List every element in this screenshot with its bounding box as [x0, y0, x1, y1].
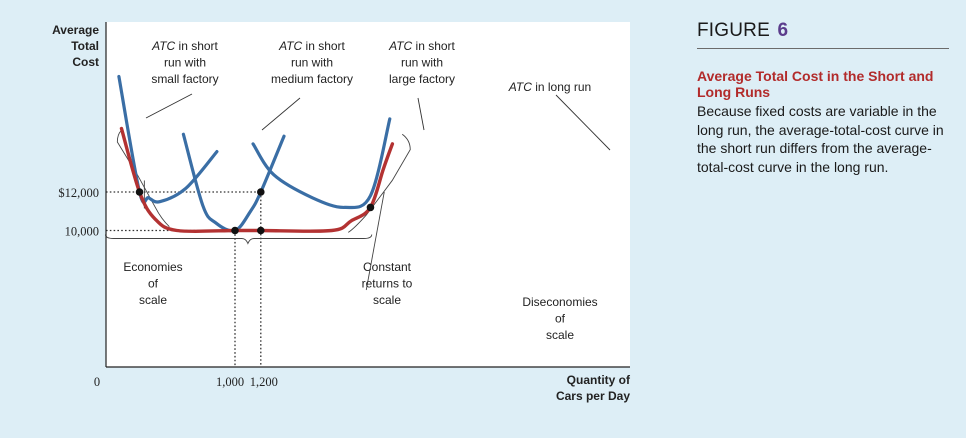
region-label: scale: [546, 328, 574, 342]
short-run-atc-curve: [251, 117, 392, 210]
bracket-diseconomies: [348, 133, 411, 233]
region-label: of: [148, 277, 159, 291]
leader-medium-factory: [261, 97, 301, 131]
marked-points: [135, 188, 375, 235]
leader-long-run: [555, 94, 611, 151]
figure-number: 6: [777, 20, 789, 41]
x-tick-label: 1,200: [250, 375, 278, 389]
region-label: scale: [373, 293, 401, 307]
y-tick-label: $12,000: [58, 186, 99, 200]
figure-word: FIGURE: [697, 20, 770, 41]
origin-label: 0: [94, 375, 100, 389]
region-label: Constant: [363, 260, 412, 274]
figure-panel: FIGURE 6 Average Total Cost in the Short…: [697, 20, 949, 176]
curve-label: run with: [291, 56, 333, 70]
region-label: Economies: [123, 260, 182, 274]
curve-label: ATC in short: [278, 39, 345, 53]
axes: [105, 22, 630, 368]
x-axis-title: Cars per Day: [556, 389, 630, 403]
data-point: [257, 226, 265, 235]
region-label: of: [555, 312, 566, 326]
x-tick-label: 1,000: [216, 375, 244, 389]
y-tick-label: 10,000: [65, 225, 99, 239]
leader-small-factory: [145, 93, 193, 119]
leader-large-factory: [417, 97, 425, 131]
leader-diseconomies: [365, 191, 385, 291]
bracket-constant-returns: [105, 234, 373, 245]
plot-area: [106, 22, 630, 367]
curve-label: large factory: [389, 72, 455, 86]
data-point: [366, 203, 375, 212]
label-leader-lines: [145, 93, 611, 151]
curve-label: medium factory: [271, 72, 353, 86]
figure-heading: FIGURE 6: [697, 20, 949, 49]
y-axis-title: Total: [71, 39, 99, 53]
figure-caption: Because fixed costs are variable in the …: [697, 103, 944, 175]
region-label: scale: [139, 293, 167, 307]
region-label: returns to: [362, 277, 413, 291]
y-axis-title: Cost: [72, 55, 99, 69]
curve-label: run with: [401, 56, 443, 70]
data-point: [135, 188, 144, 196]
curve-label: ATC in long run: [508, 80, 591, 94]
x-axis-title: Quantity of: [567, 373, 631, 387]
data-point: [231, 226, 239, 235]
curve-label: ATC in short: [388, 39, 455, 53]
y-axis-title: Average: [52, 23, 99, 37]
chart-text: Average Total Cost Quantity of Cars per Day 0…: [52, 23, 631, 403]
curve-label: ATC in short: [151, 39, 218, 53]
figure-title: Average Total Cost in the Short and Long…: [697, 68, 934, 100]
curve-label: run with: [164, 56, 206, 70]
curve-label: small factory: [151, 72, 218, 86]
data-point: [257, 188, 265, 196]
region-label: Diseconomies: [522, 295, 597, 309]
short-run-atc-curve: [117, 74, 219, 204]
atc-chart: Average Total Cost Quantity of Cars per Day 0…: [52, 22, 631, 403]
